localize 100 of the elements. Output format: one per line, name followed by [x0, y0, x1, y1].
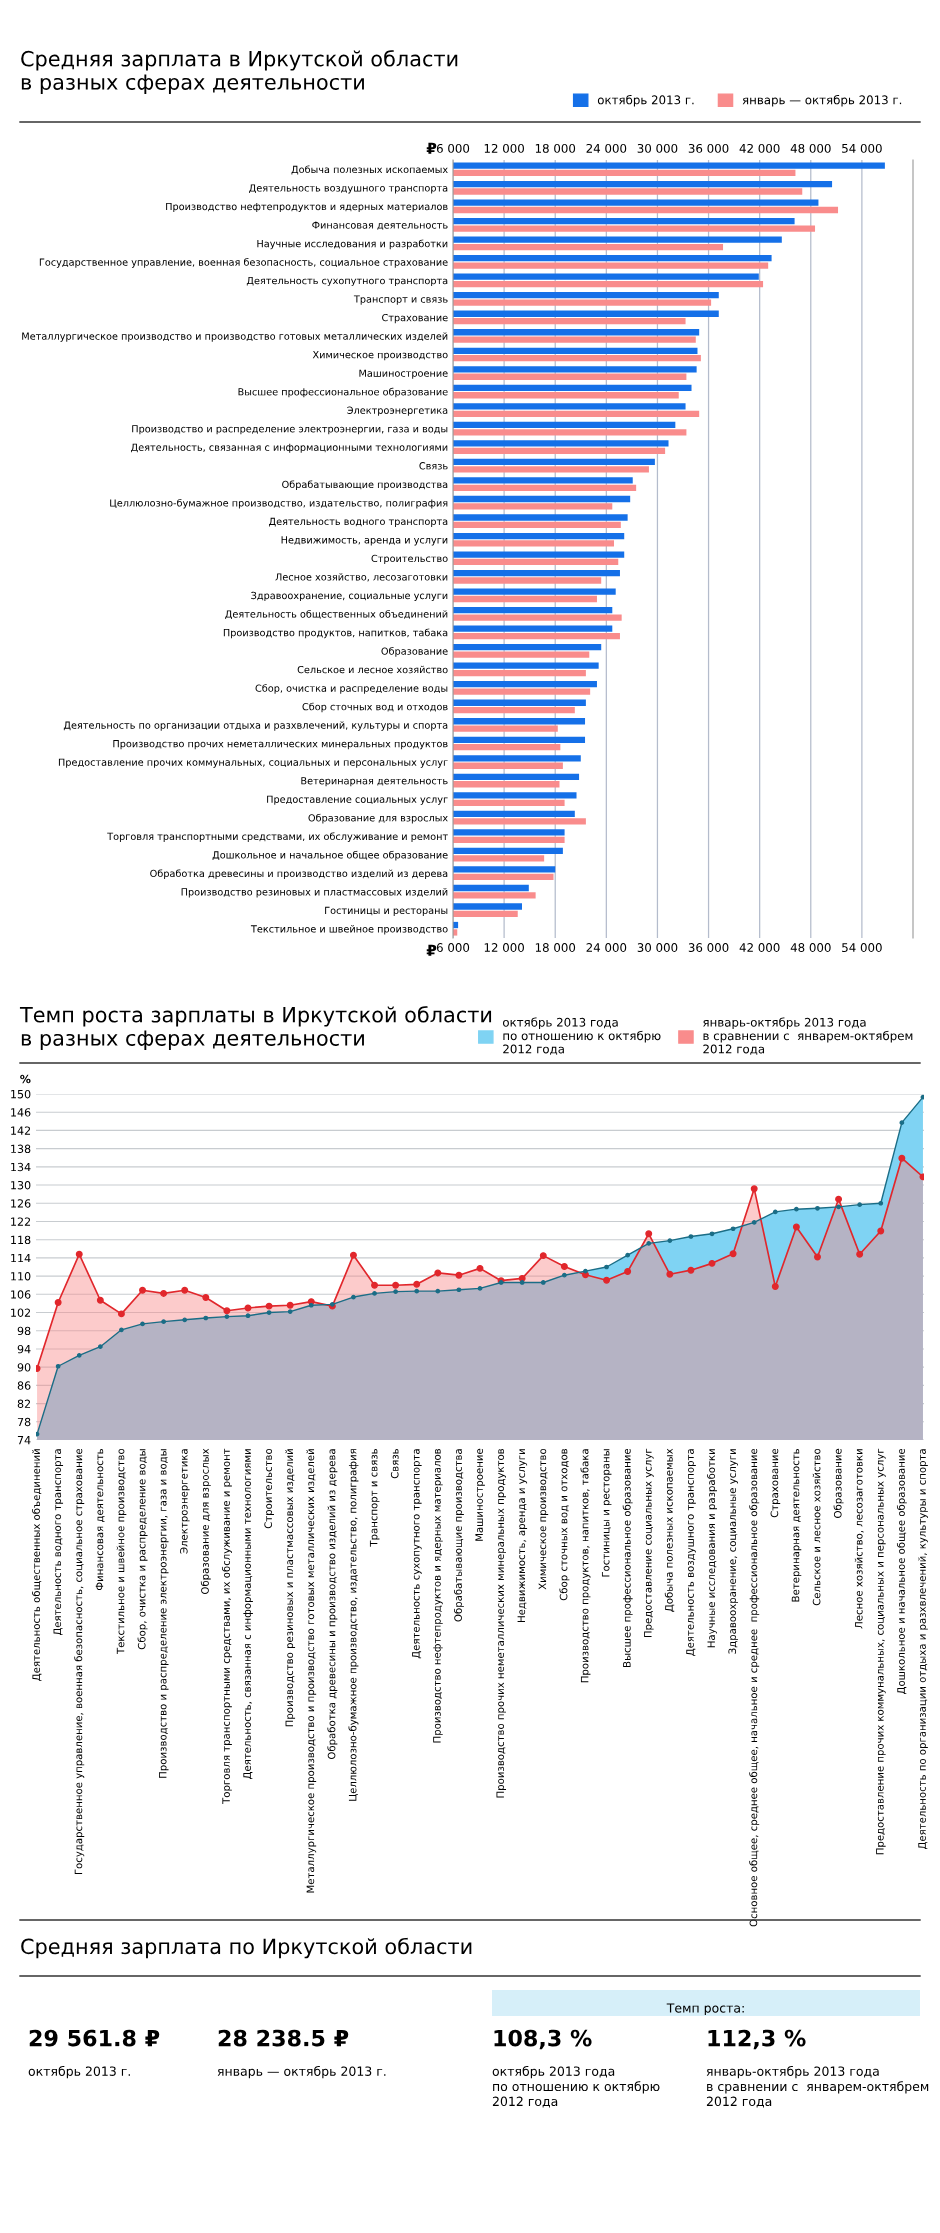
- y-tick-label: Предоставление социальных услуг: [267, 795, 448, 805]
- y-tick-label: 110: [11, 1272, 31, 1281]
- x-tick-label: Основное общее, среднее общее, начальное и среднее профессиональное образование: [749, 1448, 760, 1927]
- x-tick-label: Страхование: [770, 1448, 781, 1518]
- y-tick-label: Предоставление прочих коммунальных, социальных и персональных услуг: [58, 758, 448, 768]
- y-tick-label: 118: [11, 1235, 31, 1245]
- x2-tick-label: 12 000: [484, 143, 524, 153]
- y-tick-label: Целлюлозно-бумажное производство, издательство, полиграфия: [110, 498, 448, 509]
- y-tick-label: Добыча полезных ископаемых: [291, 165, 448, 175]
- y-tick-label: 74: [17, 1436, 31, 1445]
- y-tick-label: Образование для взрослых: [308, 813, 448, 824]
- y-tick-label: Лесное хозяйство, лесозаготовки: [275, 573, 448, 582]
- y-tick-label: 82: [17, 1399, 31, 1408]
- x2-tick-label: 54 000: [842, 143, 882, 153]
- text: Средняя зарплата по Иркутской области: [21, 1937, 472, 1959]
- y-tick-label: 122: [11, 1217, 31, 1226]
- chart-title: Темп роста зарплаты в Иркутской области в разных сферах деятельности: [19, 1006, 492, 1050]
- y-tick-label: Строительство: [371, 554, 448, 564]
- x-axis-title: ₽: [426, 944, 437, 956]
- x-tick-label: Дошкольное и начальное общее образование: [896, 1448, 907, 1694]
- y-tick-label: Химическое производство: [312, 351, 448, 361]
- legend-label: январь-октябрь 2013 года в сравнении с январем-октябрем 2012 года: [703, 1017, 913, 1055]
- y-tick-label: Электроэнергетика: [347, 406, 448, 416]
- x2-tick-label: 30 000: [637, 143, 678, 153]
- y-tick-label: Деятельность водного транспорта: [269, 517, 448, 527]
- y-tick-label: Производство прочих неметаллических минеральных продуктов: [113, 740, 448, 750]
- y-tick-label: Сельское и лесное хозяйство: [297, 665, 448, 674]
- y-tick-label: 134: [11, 1162, 31, 1172]
- x-tick-label: Гостиницы и рестораны: [601, 1449, 612, 1577]
- x2-tick-label: 24 000: [586, 143, 627, 153]
- y-tick-label: Производство нефтепродуктов и ядерных материалов: [166, 202, 448, 213]
- y-tick-label: Государственное управление, военная безопасность, социальное страхование: [39, 258, 448, 268]
- text: Темп роста:: [666, 2003, 744, 2016]
- y-tick-label: 94: [17, 1344, 31, 1354]
- y-tick-label: Торговля транспортными средствами, их обслуживание и ремонт: [107, 832, 448, 842]
- y-tick-label: Связь: [419, 462, 448, 470]
- text: январь-октябрь 2013 года в сравнении с январем-октябрем 2012 года: [706, 2066, 929, 2108]
- y-tick-label: 78: [17, 1417, 31, 1427]
- text: 28 238.5 ₽: [218, 2029, 349, 2047]
- y-tick-label: 130: [11, 1181, 31, 1190]
- y-tick-label: 106: [11, 1290, 31, 1299]
- y-tick-label: Металлургическое производство и производство готовых металлических изделей: [22, 332, 448, 342]
- y-tick-label: Сбор сточных вод и отходов: [302, 702, 448, 713]
- legend-label: октябрь 2013 года по отношению к октябрю 2012 года: [503, 1017, 661, 1055]
- x-tick-label: 24 000: [586, 943, 627, 952]
- y-tick-label: Обработка древесины и производство изделий из дерева: [150, 869, 448, 879]
- y-tick-label: 86: [17, 1381, 31, 1390]
- y-tick-label: 102: [11, 1308, 31, 1317]
- y-tick-label: 150: [11, 1089, 31, 1099]
- legend-label: октябрь 2013 г.: [597, 94, 694, 107]
- y-tick-label: Образование: [381, 647, 448, 657]
- text: октябрь 2013 года по отношению к октябрю 2012 года: [492, 2066, 660, 2108]
- x-tick-label: 42 000: [739, 943, 780, 952]
- x-tick-label: Образование: [833, 1448, 844, 1518]
- y-tick-label: 146: [11, 1108, 31, 1117]
- x-tick-label: 30 000: [637, 943, 678, 952]
- y-tick-label: Машиностроение: [359, 369, 448, 379]
- y-tick-label: Здравоохранение, социальные услуги: [251, 591, 448, 602]
- x-tick-label: Лесное хозяйство, лесозаготовки: [854, 1449, 864, 1629]
- y-tick-label: Дошкольное и начальное общее образование: [212, 850, 448, 861]
- x2-tick-label: 36 000: [688, 143, 729, 153]
- y-tick-label: Гостиницы и рестораны: [325, 906, 448, 916]
- y-tick-label: Страхование: [382, 313, 448, 324]
- y-tick-label: Транспорт и связь: [353, 295, 448, 305]
- y-tick-label: 90: [17, 1363, 31, 1372]
- x2-axis-title: ₽: [426, 142, 437, 154]
- x-tick-label: Сельское и лесное хозяйство: [812, 1448, 821, 1606]
- x-tick-label: Добыча полезных ископаемых: [664, 1448, 675, 1612]
- y-tick-label: Научные исследования и разработки: [257, 239, 448, 250]
- x-tick-label: 18 000: [535, 943, 576, 952]
- x-tick-label: 6 000: [436, 943, 470, 952]
- y-axis-title: %: [20, 1074, 31, 1084]
- y-tick-label: Деятельность общественных объединений: [225, 609, 448, 620]
- text: октябрь 2013 г.: [28, 2066, 130, 2079]
- y-tick-label: 98: [17, 1326, 31, 1336]
- x-tick-label: Ветеринарная деятельность: [791, 1448, 802, 1602]
- x-tick-label: 48 000: [790, 943, 831, 952]
- y-tick-label: Обрабатывающие производства: [282, 480, 448, 490]
- x-tick-label: Высшее профессиональное образование: [622, 1448, 633, 1667]
- y-tick-label: Производство продуктов, напитков, табака: [223, 628, 448, 639]
- text: Средняя зарплата в Иркутской области в разных сферах деятельности: [21, 50, 458, 94]
- y-tick-label: 126: [11, 1199, 31, 1208]
- x2-tick-label: 18 000: [535, 143, 576, 153]
- y-tick-label: Деятельность воздушного транспорта: [249, 184, 448, 194]
- text: 108,3 %: [494, 2029, 592, 2050]
- y-tick-label: Ветеринарная деятельность: [301, 777, 448, 787]
- y-tick-label: 138: [11, 1144, 31, 1154]
- x-tick-label: Здравоохранение, социальные услуги: [728, 1449, 739, 1654]
- y-tick-label: Финансовая деятельность: [312, 221, 448, 230]
- y-tick-label: Сбор, очистка и распределение воды: [255, 684, 448, 694]
- y-tick-label: 114: [11, 1254, 31, 1263]
- y-tick-label: Производство и распределение электроэнергии, газа и воды: [132, 425, 448, 435]
- y-tick-label: 142: [11, 1126, 31, 1135]
- x-tick-label: Производство продуктов, напитков, табака: [580, 1449, 591, 1683]
- text: 112,3 %: [708, 2029, 806, 2050]
- y-tick-label: Деятельность по организации отдыха и разхвлечений, культуры и спорта: [63, 721, 448, 731]
- x-tick-label: Химическое производство: [538, 1448, 549, 1590]
- legend-label: январь — октябрь 2013 г.: [742, 94, 902, 107]
- x2-tick-label: 42 000: [739, 143, 780, 153]
- x-tick-label: 54 000: [842, 943, 882, 952]
